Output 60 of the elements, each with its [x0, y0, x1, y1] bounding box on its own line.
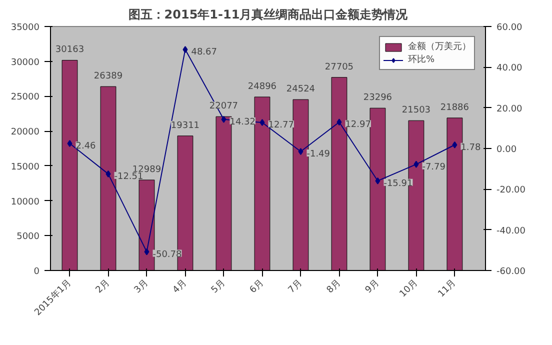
- data-label: 12.97: [345, 120, 371, 130]
- legend-label: 环比%: [408, 54, 435, 66]
- data-label: 21503: [402, 106, 431, 116]
- y-tick-label: 30000: [10, 58, 40, 68]
- data-label: 22077: [209, 102, 238, 112]
- x-tick-label: 10月: [398, 278, 420, 300]
- point: [260, 119, 265, 126]
- data-label: 26389: [94, 72, 123, 82]
- point: [414, 160, 419, 168]
- data-label: 21886: [440, 102, 470, 113]
- y2-tick-label: -20.00: [496, 186, 526, 196]
- y-tick-label: 25000: [10, 92, 40, 103]
- y-tick-label: 10000: [10, 197, 40, 208]
- x-tick-label: 8月: [325, 278, 343, 296]
- chart-title: 图五：2015年1-11月真丝绸商品出口金额走势情况: [128, 8, 409, 22]
- x-tick-label: 7月: [286, 278, 304, 296]
- y2-tick-label: 40.00: [496, 64, 523, 74]
- data-label: -12.51: [114, 172, 144, 182]
- data-label: -7.79: [422, 162, 446, 172]
- data-label: 48.67: [191, 48, 217, 58]
- y-tick-label: 15000: [10, 162, 40, 172]
- y-tick-label: 20000: [10, 128, 40, 138]
- data-label: 24524: [286, 84, 316, 95]
- y2-tick-label: 60.00: [496, 23, 523, 33]
- x-tick-label: 4月: [171, 278, 189, 296]
- y-tick-label: 5000: [16, 232, 40, 242]
- legend-label: 金额（万美元）: [408, 40, 471, 53]
- data-label: 1.78: [460, 142, 482, 153]
- data-label: 23296: [363, 93, 392, 104]
- point: [221, 116, 226, 123]
- point: [144, 248, 150, 256]
- data-label: 2.46: [76, 142, 96, 152]
- data-label: -15.91: [384, 178, 413, 189]
- point: [336, 118, 342, 126]
- y2-tick-label: -60.00: [496, 267, 526, 277]
- y2-tick-label: 20.00: [496, 104, 523, 114]
- point: [375, 177, 380, 184]
- x-tick-label: 5月: [210, 278, 228, 296]
- data-label: 19311: [170, 120, 200, 131]
- data-label: 14.32: [230, 117, 256, 128]
- data-label: 12.77: [268, 120, 294, 131]
- data-label: 24896: [248, 82, 277, 92]
- data-label: 27705: [324, 62, 354, 72]
- y-tick-label: 35000: [10, 23, 40, 33]
- x-tick-label: 9月: [364, 278, 382, 296]
- x-tick-label: 3月: [132, 278, 150, 296]
- y2-tick-label: -40.00: [496, 226, 526, 236]
- point: [67, 140, 72, 147]
- data-label: -1.49: [306, 150, 330, 160]
- y-tick-label: 0: [34, 267, 40, 277]
- point: [106, 170, 111, 178]
- data-label: 30163: [55, 45, 84, 56]
- x-tick-label: 6月: [248, 278, 266, 296]
- point: [298, 148, 304, 156]
- x-tick-label: 2月: [94, 278, 112, 296]
- point: [452, 141, 458, 148]
- point: [182, 46, 188, 54]
- y2-tick-label: 0.00: [496, 145, 517, 155]
- data-label: -50.78: [152, 250, 182, 260]
- x-tick-label: 11月: [436, 278, 458, 300]
